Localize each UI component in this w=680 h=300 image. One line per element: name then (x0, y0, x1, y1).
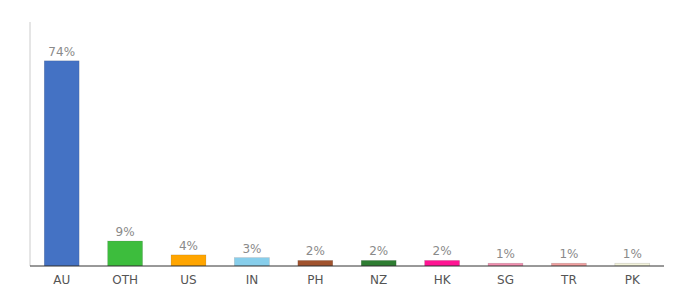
x-tick-label: PK (625, 273, 641, 287)
x-tick-label: HK (434, 273, 452, 287)
x-axis-line (30, 266, 664, 267)
chart-container: AU OTH US IN PH NZ HK SG TR PK 74% 9% 4% 3% 2% 2% 2% 1% 1%… (0, 0, 680, 300)
y-axis-line (30, 22, 31, 266)
data-label: 4% (179, 239, 198, 253)
data-label: 2% (306, 244, 325, 258)
data-label: 3% (242, 242, 261, 256)
data-label: 2% (433, 244, 452, 258)
data-label: 2% (369, 244, 388, 258)
chart: AU OTH US IN PH NZ HK SG TR PK 74% 9% 4% 3% 2% 2% 2% 1% 1%… (0, 0, 680, 300)
x-tick-label: AU (53, 273, 70, 287)
bar (44, 61, 79, 266)
bar (108, 241, 143, 266)
data-label: 74% (48, 45, 75, 59)
bars (44, 61, 649, 266)
data-label: 9% (116, 225, 135, 239)
data-label: 1% (623, 247, 642, 261)
bar (425, 260, 460, 266)
x-tick-label: IN (246, 273, 259, 287)
x-tick-label: PH (307, 273, 323, 287)
x-tick-label: OTH (112, 273, 138, 287)
bar (234, 258, 269, 266)
x-tick-label: TR (560, 273, 577, 287)
bar (298, 260, 333, 266)
x-tick-label: NZ (370, 273, 387, 287)
data-label: 1% (559, 247, 578, 261)
x-tick-label: US (180, 273, 196, 287)
bar (361, 260, 396, 266)
data-label: 1% (496, 247, 515, 261)
bar (171, 255, 206, 266)
x-tick-label: SG (497, 273, 514, 287)
